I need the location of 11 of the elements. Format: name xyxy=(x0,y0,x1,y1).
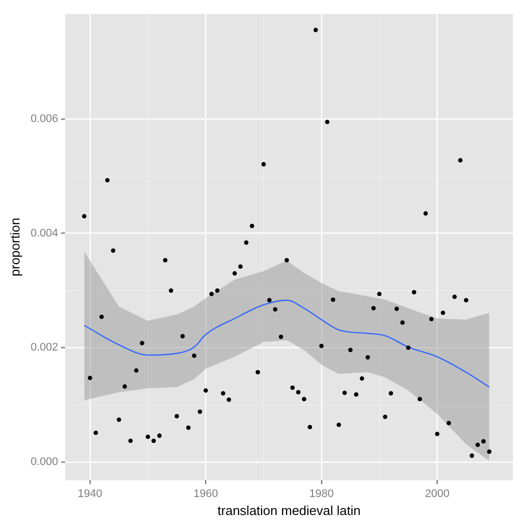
y-tick-label: 0.002 xyxy=(30,342,58,354)
x-axis-title: translation medieval latin xyxy=(218,502,361,518)
y-tick-label: 0.000 xyxy=(30,456,58,468)
x-tick-label: 1960 xyxy=(193,488,218,500)
y-tick-label: 0.004 xyxy=(30,227,58,240)
line-series xyxy=(84,300,490,388)
y-axis-title: proportion xyxy=(7,218,22,276)
x-tick-label: 2000 xyxy=(424,488,450,500)
x-tick-label: 1980 xyxy=(309,488,334,500)
y-tick-label: 0.006 xyxy=(30,113,58,126)
x-tick-label: 1940 xyxy=(78,488,102,500)
